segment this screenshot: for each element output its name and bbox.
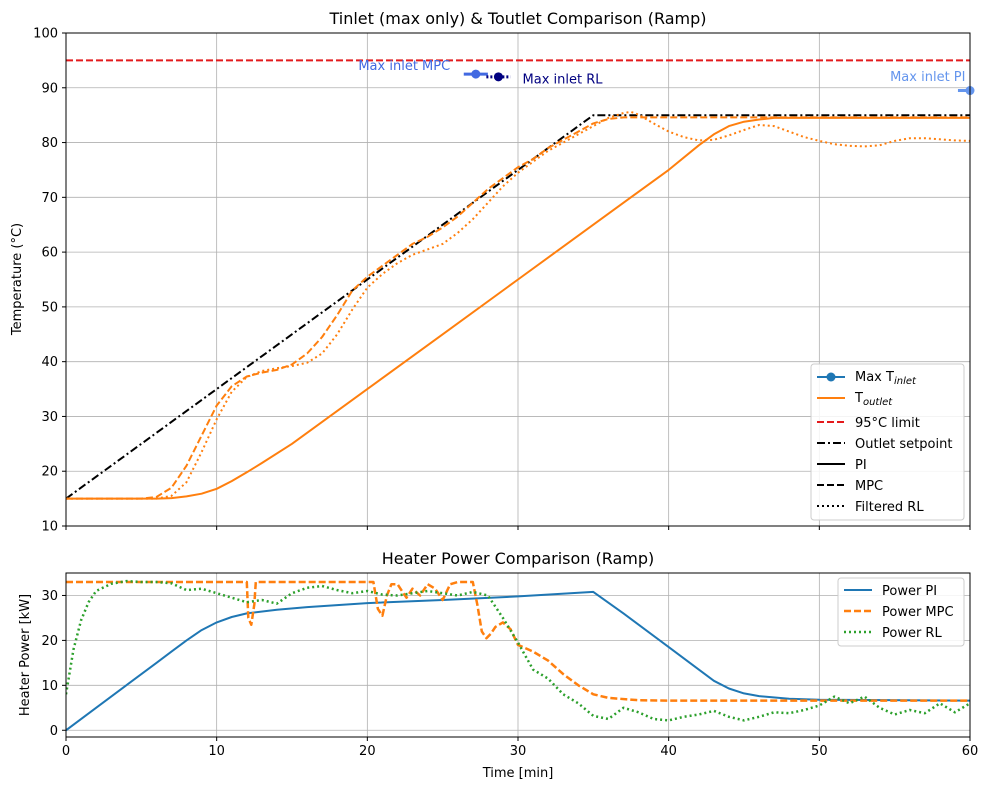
- legend-label-max-tinlet: Max Tinlet: [855, 370, 917, 387]
- top-annotations: Max inlet MPC Max inlet RL Max inlet PI: [358, 59, 965, 87]
- legend-marker-icon: [826, 372, 836, 382]
- legend-item-setpoint: Outlet setpoint: [817, 437, 952, 452]
- x-tick-label: 60: [962, 744, 979, 759]
- series-power-pi: [66, 590, 970, 732]
- top-plot-area: [66, 59, 975, 500]
- legend-item-power-rl: Power RL: [844, 626, 942, 641]
- series-toutlet-pi: [66, 116, 970, 500]
- bottom-x-ticks: 0 10 20 30 40 50 60: [62, 737, 978, 759]
- y-tick-label: 10: [41, 679, 58, 694]
- legend-item-power-mpc: Power MPC: [844, 605, 954, 620]
- legend-item-power-pi: Power PI: [844, 584, 937, 599]
- marker-point: [471, 69, 481, 79]
- y-tick-label: 80: [41, 136, 58, 151]
- legend-label-power-rl: Power RL: [882, 626, 942, 641]
- power-axes: Heater Power Comparison (Ramp) 0 10 20 30 40…: [18, 549, 978, 781]
- x-tick-label: 40: [660, 744, 677, 759]
- legend-item-limit: 95°C limit: [817, 416, 920, 431]
- legend-label-setpoint: Outlet setpoint: [855, 437, 952, 452]
- y-tick-label: 20: [41, 465, 58, 480]
- x-tick-label: 30: [510, 744, 527, 759]
- y-tick-label: 50: [41, 300, 58, 315]
- series-outlet-setpoint: [66, 114, 970, 500]
- bottom-legend: Power PI Power MPC Power RL: [837, 577, 965, 647]
- top-chart-title: Tinlet (max only) & Toutlet Comparison (…: [328, 9, 706, 28]
- legend-label-rl: Filtered RL: [855, 500, 924, 515]
- y-tick-label: 100: [33, 27, 58, 42]
- series-power-rl: [66, 579, 970, 722]
- top-y-ticks: 10 20 30 40 50 60 70 80 90 100: [33, 27, 66, 535]
- marker-point: [493, 72, 503, 82]
- legend-label-power-mpc: Power MPC: [882, 605, 954, 620]
- bottom-y-axis-label: Heater Power [kW]: [18, 594, 33, 716]
- annotation-max-inlet-pi: Max inlet PI: [890, 70, 965, 85]
- legend-label-pi: PI: [855, 458, 867, 473]
- legend-label-limit: 95°C limit: [855, 416, 920, 431]
- y-tick-label: 60: [41, 246, 58, 261]
- y-tick-label: 20: [41, 634, 58, 649]
- bottom-plot-area: [66, 579, 970, 732]
- y-tick-label: 10: [41, 520, 58, 535]
- top-x-ticks: [65, 526, 971, 530]
- legend-item-rl: Filtered RL: [817, 500, 924, 515]
- annotation-max-inlet-rl: Max inlet RL: [523, 72, 604, 87]
- annotation-max-inlet-mpc: Max inlet MPC: [358, 59, 450, 74]
- y-tick-label: 30: [41, 589, 58, 604]
- x-tick-label: 10: [208, 744, 225, 759]
- legend-label-power-pi: Power PI: [882, 584, 937, 599]
- y-tick-label: 30: [41, 410, 58, 425]
- legend-item-pi: PI: [817, 458, 867, 473]
- marker-max-inlet-mpc: [463, 69, 488, 79]
- legend-label-mpc: MPC: [855, 479, 883, 494]
- x-tick-label: 50: [811, 744, 828, 759]
- y-tick-label: 90: [41, 81, 58, 96]
- top-legend: Max Tinlet Toutlet 95°C limit Outlet set…: [810, 363, 965, 521]
- legend-label-toutlet: Toutlet: [854, 391, 893, 408]
- bottom-legend-box: [837, 577, 965, 647]
- y-tick-label: 70: [41, 191, 58, 206]
- legend-item-max-tinlet: Max Tinlet: [817, 370, 917, 387]
- x-tick-label: 20: [359, 744, 376, 759]
- bottom-chart-title: Heater Power Comparison (Ramp): [382, 549, 655, 568]
- legend-item-toutlet: Toutlet: [817, 391, 893, 408]
- top-legend-box: [810, 363, 965, 521]
- series-toutlet-mpc: [66, 116, 970, 500]
- x-tick-label: 0: [62, 744, 70, 759]
- temperature-axes: Tinlet (max only) & Toutlet Comparison (…: [10, 9, 975, 535]
- legend-item-mpc: MPC: [817, 479, 883, 494]
- bottom-y-ticks: 0 10 20 30: [41, 589, 66, 739]
- top-y-axis-label: Temperature (°C): [10, 223, 25, 336]
- series-power-mpc: [66, 580, 970, 702]
- y-tick-label: 40: [41, 355, 58, 370]
- y-tick-label: 0: [50, 724, 58, 739]
- bottom-x-axis-label: Time [min]: [482, 766, 554, 781]
- marker-max-inlet-rl: [486, 72, 511, 82]
